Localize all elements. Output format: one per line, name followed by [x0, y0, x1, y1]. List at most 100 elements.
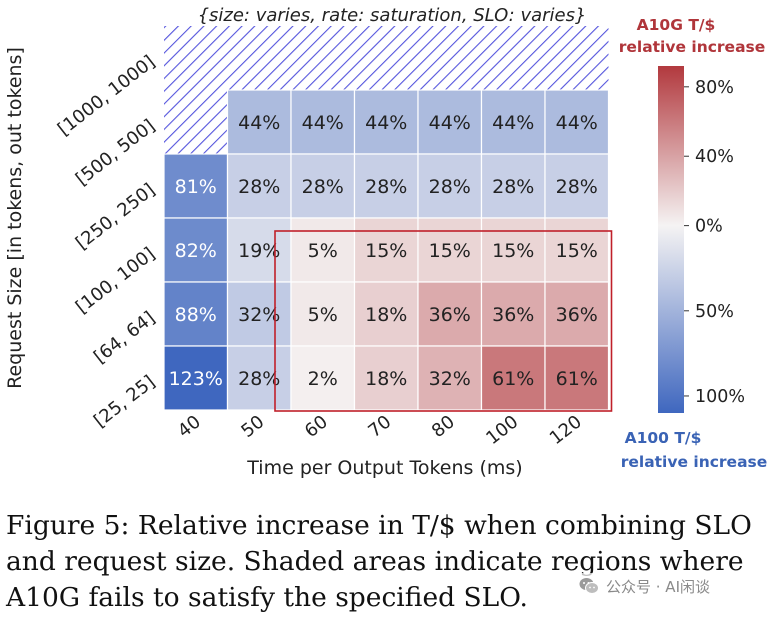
watermark: 公众号 · AI闲谈	[574, 573, 714, 599]
colorbar-top-label-line1: A10G T/$	[637, 16, 716, 34]
colorbar-tick-label: 50%	[695, 302, 734, 322]
colorbar-tick-label: 100%	[695, 387, 745, 407]
y-tick-label: [250, 250]	[72, 179, 159, 254]
cell-value-label: 5%	[308, 240, 338, 262]
heatmap-cell	[226, 345, 292, 411]
heatmap-cell	[163, 345, 229, 411]
cell-value-label: 28%	[429, 176, 471, 198]
cell-value-label: 5%	[308, 304, 338, 326]
x-tick-label: 120	[546, 411, 586, 449]
heatmap-cell	[353, 345, 419, 411]
cell-value-label: 123%	[169, 368, 223, 390]
heatmap-cell	[226, 89, 292, 155]
x-axis-tick-labels: 40 50 60 70 80 100 120	[174, 411, 586, 449]
cell-value-label: 15%	[556, 240, 598, 262]
cell-value-label: 32%	[429, 368, 471, 390]
heatmap-cell	[544, 345, 610, 411]
wechat-icon	[579, 578, 599, 594]
heatmap-cell	[544, 281, 610, 347]
heatmap-cell	[290, 217, 356, 283]
heatmap-cell	[290, 281, 356, 347]
cell-value-label: 36%	[556, 304, 598, 326]
heatmap-cells	[163, 26, 610, 411]
heatmap-cell	[417, 217, 483, 283]
heatmap-cell-labels: 44% 44% 44% 44% 44% 44% 81% 28% 28% 28% 28% 28% 28% 8…	[169, 112, 598, 390]
cell-value-label: 2%	[308, 368, 338, 390]
watermark-text: 公众号 · AI闲谈	[606, 577, 710, 596]
cell-value-label: 28%	[238, 176, 280, 198]
cell-value-label: 28%	[302, 176, 344, 198]
cell-value-label: 32%	[238, 304, 280, 326]
hatched-cell	[545, 26, 609, 90]
cell-value-label: 19%	[238, 240, 280, 262]
hatched-cell	[418, 26, 482, 90]
x-tick-label: 40	[174, 411, 205, 442]
colorbar	[658, 66, 684, 413]
cell-value-label: 81%	[175, 176, 217, 198]
heatmap-cell	[353, 89, 419, 155]
cell-value-label: 18%	[365, 304, 407, 326]
heatmap-cell	[417, 281, 483, 347]
heatmap-cell	[226, 281, 292, 347]
cell-value-label: 15%	[492, 240, 534, 262]
x-tick-label: 100	[482, 411, 522, 449]
y-tick-label: [500, 500]	[72, 115, 159, 190]
heatmap-cell	[226, 153, 292, 219]
colorbar-top-label-line2: relative increase	[619, 38, 766, 56]
cell-value-label: 44%	[238, 112, 280, 134]
cell-value-label: 28%	[556, 176, 598, 198]
y-tick-label: [64, 64]	[90, 307, 159, 367]
heatmap-cell	[480, 217, 546, 283]
heatmap-cell	[480, 153, 546, 219]
cell-value-label: 36%	[492, 304, 534, 326]
cell-value-label: 88%	[175, 304, 217, 326]
cell-value-label: 18%	[365, 368, 407, 390]
y-axis-title: Request Size [in tokens, out tokens]	[4, 47, 26, 389]
cell-value-label: 44%	[429, 112, 471, 134]
cell-value-label: 44%	[556, 112, 598, 134]
x-tick-label: 60	[301, 411, 332, 442]
x-tick-label: 70	[364, 411, 395, 442]
caption-line-1: Figure 5: Relative increase in T/$ when …	[6, 510, 752, 541]
heatmap-cell	[163, 281, 229, 347]
cell-value-label: 44%	[365, 112, 407, 134]
heatmap-cell	[163, 217, 229, 283]
heatmap-figure: {size: varies, rate: saturation, SLO: va…	[4, 5, 768, 479]
hatched-cell	[227, 26, 291, 90]
hatched-cell	[291, 26, 355, 90]
cell-value-label: 44%	[492, 112, 534, 134]
y-tick-label: [100, 100]	[72, 243, 159, 318]
colorbar-tick-label: 40%	[695, 147, 734, 167]
heatmap-cell	[544, 217, 610, 283]
chart-title: {size: varies, rate: saturation, SLO: va…	[198, 5, 587, 26]
cell-value-label: 61%	[492, 368, 534, 390]
slo-failure-highlight-box	[274, 230, 613, 412]
figure-caption: Figure 5: Relative increase in T/$ when …	[6, 508, 772, 616]
cell-value-label: 15%	[365, 240, 407, 262]
x-axis-title: Time per Output Tokens (ms)	[246, 457, 522, 479]
cell-value-label: 28%	[365, 176, 407, 198]
hatched-cell	[354, 26, 418, 90]
heatmap-cell	[353, 153, 419, 219]
cell-value-label: 28%	[492, 176, 534, 198]
hatched-cell	[164, 26, 228, 90]
colorbar-bottom-label-line2: relative increase	[621, 453, 768, 471]
hatched-cell	[481, 26, 545, 90]
y-tick-label: [25, 25]	[90, 371, 159, 431]
colorbar-tick-label: 0%	[695, 217, 723, 237]
cell-value-label: 28%	[238, 368, 280, 390]
cell-value-label: 61%	[556, 368, 598, 390]
y-axis-tick-labels: [1000, 1000][500, 500][250, 250][100, 10…	[54, 51, 159, 431]
x-tick-label: 80	[428, 411, 459, 442]
cell-value-label: 36%	[429, 304, 471, 326]
heatmap-cell	[290, 89, 356, 155]
cell-value-label: 15%	[429, 240, 471, 262]
colorbar-tick-labels: 80% 40% 0% 50% 100%	[684, 78, 745, 407]
caption-line-2: and request size. Shaded areas indicate …	[6, 546, 744, 577]
x-tick-label: 50	[237, 411, 268, 442]
cell-value-label: 82%	[175, 240, 217, 262]
caption-line-3: A10G fails to satisfy the specified SLO.	[6, 582, 528, 613]
colorbar-bottom-label-line1: A100 T/$	[625, 429, 702, 447]
hatched-cell	[164, 90, 228, 154]
heatmap-cell	[353, 217, 419, 283]
